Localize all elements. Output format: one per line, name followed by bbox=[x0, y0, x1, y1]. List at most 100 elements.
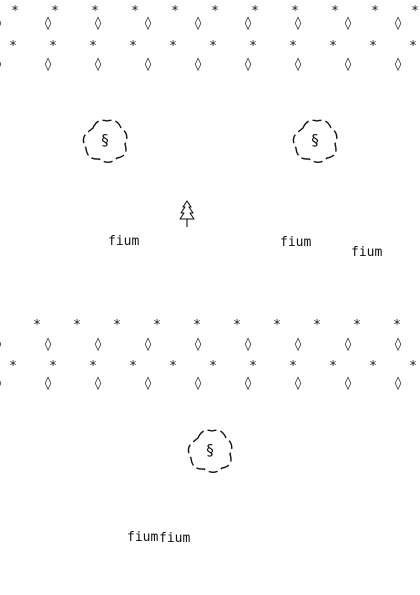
diamond-glyph: ◊ bbox=[194, 376, 202, 391]
diamond-glyph: ◊ bbox=[344, 376, 352, 391]
star-glyph: * bbox=[369, 359, 377, 374]
star-glyph: * bbox=[251, 4, 259, 19]
diamond-glyph: ◊ bbox=[44, 57, 52, 72]
diamond-glyph: ◊ bbox=[94, 337, 102, 352]
word-label: fium bbox=[108, 234, 140, 249]
star-glyph: * bbox=[331, 4, 339, 19]
star-glyph: * bbox=[129, 39, 137, 54]
star-glyph: * bbox=[353, 318, 361, 333]
star-glyph: * bbox=[393, 318, 401, 333]
dashed-cloud-icon bbox=[292, 119, 338, 163]
word-label: fium bbox=[280, 235, 312, 250]
diamond-glyph: ◊ bbox=[194, 16, 202, 31]
star-glyph: * bbox=[329, 359, 337, 374]
diamond-row-2: ◊ ◊ ◊ ◊ ◊ ◊ ◊ ◊ ◊ bbox=[0, 57, 420, 73]
diamond-glyph: ◊ bbox=[344, 57, 352, 72]
star-glyph: * bbox=[9, 39, 17, 54]
word-label: fium bbox=[127, 530, 159, 545]
cloud-ornament-bottom: § bbox=[184, 424, 236, 476]
star-glyph: * bbox=[313, 318, 321, 333]
star-row-1: * * * * * * * * * * * bbox=[0, 4, 420, 20]
word-label: fium bbox=[351, 245, 383, 260]
star-glyph: * bbox=[409, 359, 417, 374]
diamond-glyph: ◊ bbox=[294, 16, 302, 31]
diamond-glyph: ◊ bbox=[0, 376, 4, 392]
diamond-glyph: ◊ bbox=[194, 57, 202, 72]
diamond-glyph: ◊ bbox=[294, 57, 302, 72]
cloud-label: § bbox=[100, 131, 110, 149]
dashed-cloud-icon bbox=[187, 429, 233, 473]
diamond-glyph: ◊ bbox=[394, 16, 402, 31]
diamond-glyph: ◊ bbox=[344, 16, 352, 31]
diamond-glyph: ◊ bbox=[294, 337, 302, 352]
star-glyph: * bbox=[371, 4, 379, 19]
diamond-glyph: ◊ bbox=[0, 16, 4, 32]
star-glyph: * bbox=[411, 4, 419, 19]
star-glyph: * bbox=[89, 39, 97, 54]
diamond-glyph: ◊ bbox=[44, 376, 52, 391]
diamond-glyph: ◊ bbox=[244, 376, 252, 391]
star-glyph: * bbox=[73, 318, 81, 333]
diamond-glyph: ◊ bbox=[194, 337, 202, 352]
star-glyph: * bbox=[209, 359, 217, 374]
diamond-glyph: ◊ bbox=[144, 337, 152, 352]
word-label: fium bbox=[159, 531, 191, 546]
diamond-row-1: ◊ ◊ ◊ ◊ ◊ ◊ ◊ ◊ ◊ bbox=[0, 16, 420, 32]
cloud-ornament-right: § bbox=[289, 114, 341, 166]
diamond-glyph: ◊ bbox=[94, 376, 102, 391]
star-glyph: * bbox=[89, 359, 97, 374]
diamond-glyph: ◊ bbox=[244, 337, 252, 352]
star-glyph: * bbox=[409, 39, 417, 54]
star-row-4: * * * * * * * * * * * bbox=[0, 359, 420, 375]
diamond-glyph: ◊ bbox=[144, 376, 152, 391]
star-glyph: * bbox=[113, 318, 121, 333]
diamond-glyph: ◊ bbox=[244, 16, 252, 31]
star-glyph: * bbox=[291, 4, 299, 19]
star-glyph: * bbox=[49, 359, 57, 374]
diamond-glyph: ◊ bbox=[144, 57, 152, 72]
cloud-ornament-left: § bbox=[79, 114, 131, 166]
diamond-glyph: ◊ bbox=[394, 337, 402, 352]
star-glyph: * bbox=[369, 39, 377, 54]
star-glyph: * bbox=[193, 318, 201, 333]
dashed-cloud-icon bbox=[82, 119, 128, 163]
cloud-label: § bbox=[205, 441, 215, 459]
diamond-glyph: ◊ bbox=[0, 337, 4, 353]
diamond-glyph: ◊ bbox=[144, 16, 152, 31]
star-glyph: * bbox=[233, 318, 241, 333]
diamond-row-4: ◊ ◊ ◊ ◊ ◊ ◊ ◊ ◊ ◊ bbox=[0, 376, 420, 392]
star-glyph: * bbox=[211, 4, 219, 19]
diamond-glyph: ◊ bbox=[94, 16, 102, 31]
diamond-glyph: ◊ bbox=[0, 57, 4, 73]
star-glyph: * bbox=[169, 39, 177, 54]
star-glyph: * bbox=[49, 39, 57, 54]
star-glyph: * bbox=[11, 4, 19, 19]
star-row-2: * * * * * * * * * * * bbox=[0, 39, 420, 55]
diamond-glyph: ◊ bbox=[344, 337, 352, 352]
star-glyph: * bbox=[289, 359, 297, 374]
star-glyph: * bbox=[91, 4, 99, 19]
star-glyph: * bbox=[51, 4, 59, 19]
star-glyph: * bbox=[153, 318, 161, 333]
cloud-label: § bbox=[310, 131, 320, 149]
diamond-glyph: ◊ bbox=[44, 16, 52, 31]
star-glyph: * bbox=[131, 4, 139, 19]
star-glyph: * bbox=[329, 39, 337, 54]
star-glyph: * bbox=[209, 39, 217, 54]
star-glyph: * bbox=[169, 359, 177, 374]
diamond-glyph: ◊ bbox=[44, 337, 52, 352]
star-glyph: * bbox=[129, 359, 137, 374]
diamond-row-3: ◊ ◊ ◊ ◊ ◊ ◊ ◊ ◊ ◊ bbox=[0, 337, 420, 353]
diamond-glyph: ◊ bbox=[394, 376, 402, 391]
star-glyph: * bbox=[289, 39, 297, 54]
star-glyph: * bbox=[249, 39, 257, 54]
diamond-glyph: ◊ bbox=[244, 57, 252, 72]
diamond-glyph: ◊ bbox=[94, 57, 102, 72]
outline-tree-icon bbox=[178, 200, 196, 228]
star-glyph: * bbox=[171, 4, 179, 19]
star-glyph: * bbox=[33, 318, 41, 333]
star-row-3: * * * * * * * * * * * bbox=[0, 318, 420, 334]
star-glyph: * bbox=[0, 318, 3, 334]
star-glyph: * bbox=[273, 318, 281, 333]
star-glyph: * bbox=[249, 359, 257, 374]
